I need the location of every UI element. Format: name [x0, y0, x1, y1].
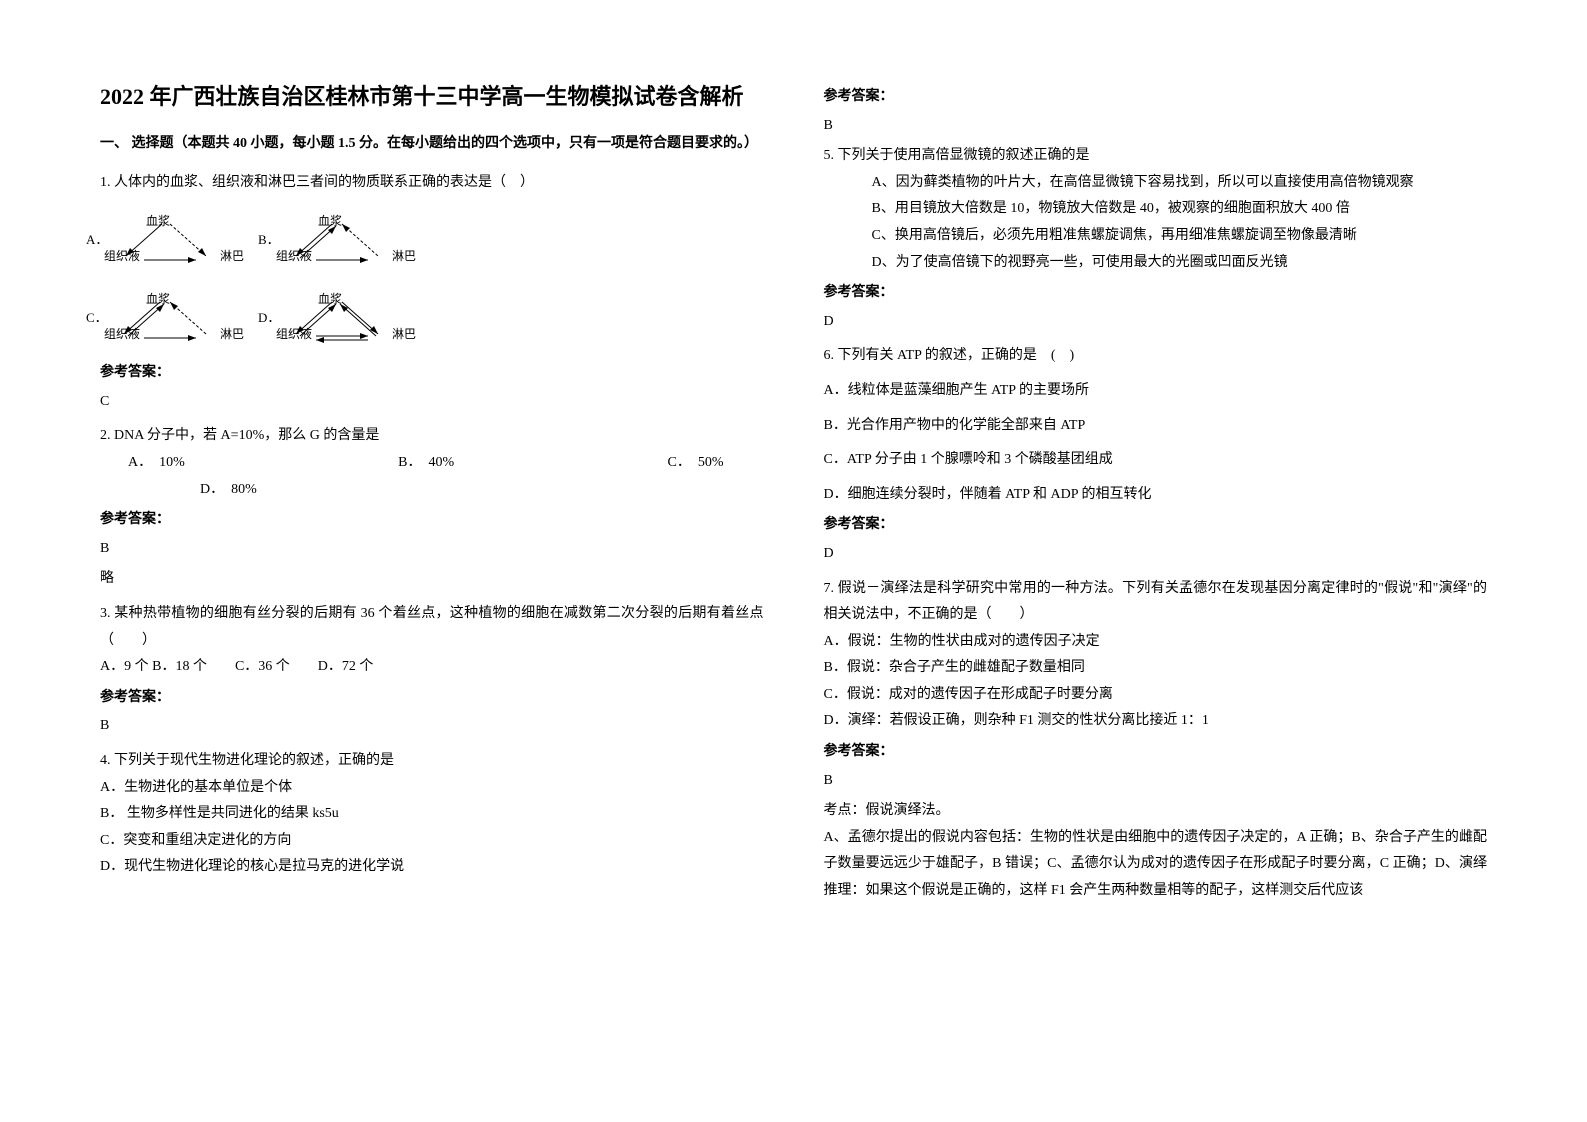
- diagram-br: 淋巴: [392, 245, 416, 268]
- diagram-top: 血浆: [318, 288, 342, 311]
- q4-opt-a: A．生物进化的基本单位是个体: [100, 775, 764, 802]
- q4-answer: B: [824, 113, 1488, 140]
- q7-opt-d: D．演绎：若假设正确，则杂种 F1 测交的性状分离比接近 1：1: [824, 708, 1488, 735]
- q5-opt-d: D、为了使高倍镜下的视野亮一些，可使用最大的光圈或凹面反光镜: [824, 250, 1488, 277]
- q5-answer: D: [824, 309, 1488, 336]
- diagram-top: 血浆: [146, 210, 170, 233]
- diagram-top: 血浆: [318, 210, 342, 233]
- diagram-br: 淋巴: [220, 245, 244, 268]
- answer-label: 参考答案：: [824, 84, 1488, 111]
- answer-label: 参考答案：: [824, 739, 1488, 766]
- q7-opt-a: A．假说：生物的性状由成对的遗传因子决定: [824, 629, 1488, 656]
- q6-opt-b: B．光合作用产物中的化学能全部来自 ATP: [824, 413, 1488, 440]
- q1-text: 1. 人体内的血浆、组织液和淋巴三者间的物质联系正确的表达是（ ）: [100, 170, 764, 197]
- q1-answer: C: [100, 389, 764, 416]
- question-4: 4. 下列关于现代生物进化理论的叙述，正确的是 A．生物进化的基本单位是个体 B…: [100, 748, 764, 881]
- q3-answer: B: [100, 713, 764, 740]
- answer-label: 参考答案：: [824, 512, 1488, 539]
- diagram-br: 淋巴: [220, 323, 244, 346]
- q6-opt-d: D．细胞连续分裂时，伴随着 ATP 和 ADP 的相互转化: [824, 482, 1488, 509]
- q7-text: 7. 假说－演绎法是科学研究中常用的一种方法。下列有关孟德尔在发现基因分离定律时…: [824, 576, 1488, 629]
- diagram-bl: 组织液: [104, 323, 140, 346]
- q6-opt-a: A．线粒体是蓝藻细胞产生 ATP 的主要场所: [824, 378, 1488, 405]
- q1-diagram: A． 血浆 组织液 淋巴: [100, 206, 764, 350]
- exam-title: 2022 年广西壮族自治区桂林市第十三中学高一生物模拟试卷含解析: [100, 80, 764, 113]
- q7-opt-b: B．假说：杂合子产生的雌雄配子数量相同: [824, 655, 1488, 682]
- diagram-top: 血浆: [146, 288, 170, 311]
- question-1: 1. 人体内的血浆、组织液和淋巴三者间的物质联系正确的表达是（ ） A．: [100, 170, 764, 416]
- q6-text: 6. 下列有关 ATP 的叙述，正确的是 ( ): [824, 343, 1488, 370]
- q5-opt-a: A、因为藓类植物的叶片大，在高倍显微镜下容易找到，所以可以直接使用高倍物镜观察: [824, 170, 1488, 197]
- diagram-bl: 组织液: [276, 323, 312, 346]
- q7-kaodian: 考点：假说演绎法。: [824, 798, 1488, 825]
- q4-text: 4. 下列关于现代生物进化理论的叙述，正确的是: [100, 748, 764, 775]
- q2-note: 略: [100, 566, 764, 593]
- q5-opt-c: C、换用高倍镜后，必须先用粗准焦螺旋调焦，再用细准焦螺旋调至物像最清晰: [824, 223, 1488, 250]
- q7-opt-c: C．假说：成对的遗传因子在形成配子时要分离: [824, 682, 1488, 709]
- q3-opts: A．9 个 B．18 个 C．36 个 D．72 个: [100, 654, 764, 681]
- question-3: 3. 某种热带植物的细胞有丝分裂的后期有 36 个着丝点，这种植物的细胞在减数第…: [100, 601, 764, 740]
- answer-label: 参考答案：: [100, 360, 764, 387]
- diagram-bl: 组织液: [104, 245, 140, 268]
- q2-opt-d: D． 80%: [200, 482, 257, 497]
- diagram-br: 淋巴: [392, 323, 416, 346]
- question-2: 2. DNA 分子中，若 A=10%，那么 G 的含量是 A． 10% B． 4…: [100, 423, 764, 593]
- q4-opt-b: B． 生物多样性是共同进化的结果 ks5u: [100, 801, 764, 828]
- answer-label: 参考答案：: [824, 280, 1488, 307]
- answer-label: 参考答案：: [100, 507, 764, 534]
- answer-label: 参考答案：: [100, 685, 764, 712]
- q3-text: 3. 某种热带植物的细胞有丝分裂的后期有 36 个着丝点，这种植物的细胞在减数第…: [100, 601, 764, 654]
- section-heading: 一、 选择题（本题共 40 小题，每小题 1.5 分。在每小题给出的四个选项中，…: [100, 131, 764, 158]
- q2-text: 2. DNA 分子中，若 A=10%，那么 G 的含量是: [100, 423, 764, 450]
- q2-answer: B: [100, 536, 764, 563]
- q5-opt-b: B、用目镜放大倍数是 10，物镜放大倍数是 40，被观察的细胞面积放大 400 …: [824, 196, 1488, 223]
- q5-text: 5. 下列关于使用高倍显微镜的叙述正确的是: [824, 143, 1488, 170]
- q4-opt-c: C．突变和重组决定进化的方向: [100, 828, 764, 855]
- q6-answer: D: [824, 541, 1488, 568]
- q2-opt-a: A． 10%: [128, 450, 185, 477]
- q6-opt-c: C．ATP 分子由 1 个腺嘌呤和 3 个磷酸基团组成: [824, 447, 1488, 474]
- diagram-bl: 组织液: [276, 245, 312, 268]
- q2-opt-c: C． 50%: [668, 450, 724, 477]
- question-7: 7. 假说－演绎法是科学研究中常用的一种方法。下列有关孟德尔在发现基因分离定律时…: [824, 576, 1488, 905]
- q7-answer: B: [824, 768, 1488, 795]
- question-6: 6. 下列有关 ATP 的叙述，正确的是 ( ) A．线粒体是蓝藻细胞产生 AT…: [824, 343, 1488, 567]
- q7-explanation: A、孟德尔提出的假说内容包括：生物的性状是由细胞中的遗传因子决定的，A 正确；B…: [824, 825, 1488, 905]
- question-5: 5. 下列关于使用高倍显微镜的叙述正确的是 A、因为藓类植物的叶片大，在高倍显微…: [824, 143, 1488, 335]
- q2-opt-b: B． 40%: [398, 450, 454, 477]
- q4-opt-d: D．现代生物进化理论的核心是拉马克的进化学说: [100, 854, 764, 881]
